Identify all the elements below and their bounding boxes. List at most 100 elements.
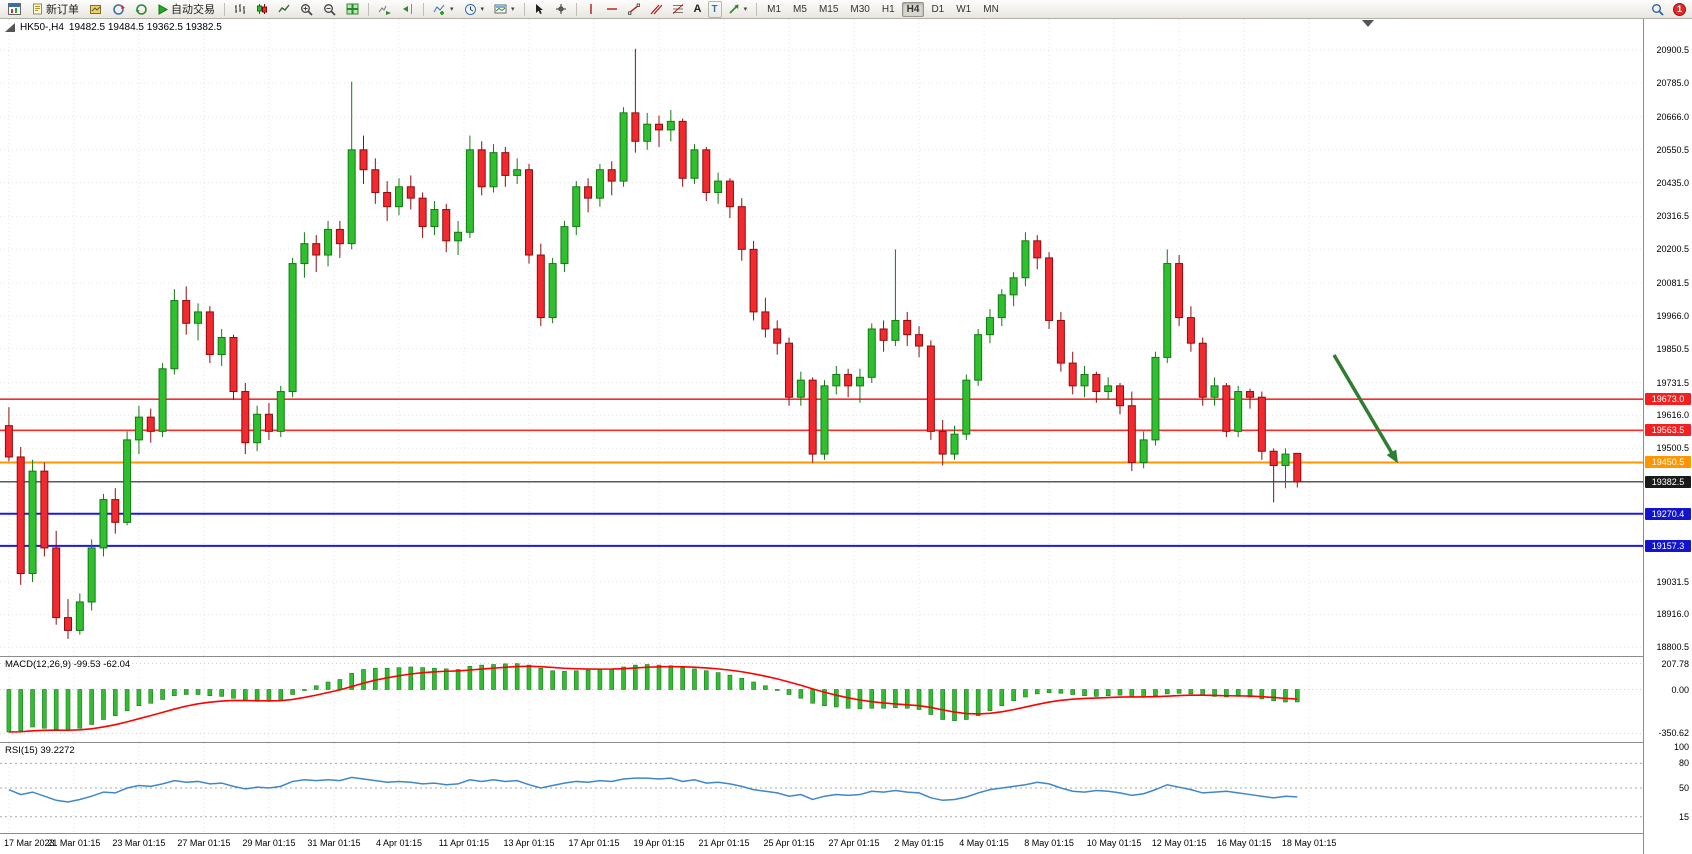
toolbar-separator (224, 2, 225, 16)
toolbar-separator (523, 2, 525, 16)
price-badge: 19157.3 (1645, 539, 1691, 552)
price-tick: 18800.5 (1656, 642, 1689, 653)
price-tick: 19731.5 (1656, 377, 1689, 388)
vertical-line-tool-button[interactable] (582, 1, 600, 18)
text-tool-button[interactable]: A (690, 1, 706, 18)
market-watch-button[interactable] (85, 1, 106, 18)
price-tick: 19966.0 (1656, 310, 1689, 321)
time-label: 4 Apr 01:15 (375, 838, 422, 848)
macd-panel[interactable]: MACD(12,26,9) -99.53 -62.04 (0, 657, 1643, 743)
timeframe-mn-button[interactable]: MN (983, 3, 999, 15)
fibonacci-tool-button[interactable] (668, 1, 688, 18)
refresh-button[interactable] (108, 1, 129, 18)
macd-canvas[interactable] (0, 657, 1643, 742)
new-order-button[interactable]: 新订单 (27, 1, 83, 18)
timeframe-d1-button[interactable]: D1 (931, 3, 945, 15)
timeframe-h1-button[interactable]: H1 (881, 3, 895, 15)
macd-scale-tick: 0.00 (1671, 684, 1689, 695)
price-tick: 19500.5 (1656, 443, 1689, 454)
price-tick: 20435.0 (1656, 177, 1689, 188)
price-tick: 20785.0 (1656, 77, 1689, 88)
candlestick-type-button[interactable] (252, 1, 272, 18)
plot-column: HK50-,H4 19482.5 19484.5 19362.5 19382.5… (0, 19, 1643, 854)
time-label: 2 May 01:15 (894, 838, 944, 848)
toolbar-separator (423, 2, 424, 16)
auto-trading-play-icon (158, 3, 168, 15)
rsi-panel[interactable]: RSI(15) 39.2272 (0, 743, 1643, 834)
line-chart-icon (278, 4, 290, 13)
arrows-tool-button[interactable]: ▾ (724, 1, 752, 18)
zoom-in-button[interactable] (296, 1, 317, 18)
channel-tool-button[interactable] (646, 1, 666, 18)
trendline-icon (627, 3, 640, 15)
label-tool-button[interactable]: T (707, 0, 722, 18)
label-tool-icon: T (711, 3, 718, 15)
chart-info-bar: HK50-,H4 19482.5 19484.5 19362.5 19382.5 (5, 22, 222, 33)
navigator-icon (135, 3, 147, 15)
timeframe-m5-button[interactable]: M5 (793, 3, 807, 15)
periods-button[interactable]: ▾ (460, 1, 489, 18)
toolbar-separator (756, 2, 758, 16)
timeframe-m30-button[interactable]: M30 (850, 3, 870, 15)
horizontal-line-tool-button[interactable] (602, 1, 622, 18)
time-label: 27 Mar 01:15 (177, 838, 231, 848)
rsi-scale-tick: 100 (1673, 742, 1689, 752)
rsi-canvas[interactable] (0, 743, 1643, 833)
time-label: 25 Apr 01:15 (763, 838, 815, 848)
tile-windows-button[interactable] (342, 1, 363, 18)
price-axis[interactable]: 20900.5 20785.0 20666.0 20550.5 20435.0 20316… (1643, 19, 1692, 854)
candlestick-icon (257, 4, 267, 14)
timeframe-h4-button[interactable]: H4 (901, 1, 925, 17)
time-label: 8 May 01:15 (1024, 838, 1074, 848)
auto-trading-button[interactable]: 自动交易 (154, 1, 219, 18)
indicators-icon (433, 4, 445, 15)
main-toolbar: 新订单 自动交易 ▾ ▾ (0, 0, 1692, 19)
trendline-tool-button[interactable] (624, 1, 644, 18)
auto-trading-label: 自动交易 (171, 4, 215, 16)
time-axis[interactable]: 17 Mar 2023 21 Mar 01:15 23 Mar 01:15 27 Ma… (0, 834, 1643, 854)
crosshair-tool-button[interactable] (551, 1, 571, 18)
auto-scroll-button[interactable] (374, 1, 395, 18)
zoom-out-button[interactable] (319, 1, 340, 18)
timeframe-m15-button[interactable]: M15 (818, 3, 839, 15)
main-chart-canvas[interactable] (0, 19, 1643, 656)
time-label: 12 May 01:15 (1151, 838, 1207, 848)
price-badge: 19270.4 (1645, 507, 1691, 520)
price-tick: 20081.5 (1656, 278, 1689, 289)
time-label: 21 Mar 01:15 (47, 838, 101, 848)
zoom-in-icon (301, 3, 313, 16)
time-label: 16 May 01:15 (1216, 838, 1272, 848)
timeframe-w1-button[interactable]: W1 (956, 3, 972, 15)
templates-button[interactable]: ▾ (490, 1, 519, 18)
price-tick: 18916.0 (1656, 609, 1689, 620)
time-label: 13 Apr 01:15 (503, 838, 555, 848)
timeframe-m1-button[interactable]: M1 (767, 3, 782, 15)
tile-windows-icon (346, 3, 359, 15)
line-chart-type-button[interactable] (274, 1, 294, 18)
indicators-button[interactable]: ▾ (429, 1, 458, 18)
chart-shift-icon (403, 4, 412, 14)
new-chart-button[interactable] (4, 1, 25, 18)
fibonacci-icon (672, 4, 683, 14)
vertical-line-icon (589, 4, 592, 14)
notification-badge[interactable]: 1 (1673, 2, 1686, 16)
horizontal-line-icon (606, 8, 617, 10)
rsi-scale-tick: 80 (1678, 758, 1689, 769)
chart-shift-button[interactable] (397, 1, 418, 18)
clock-icon (464, 3, 476, 15)
cursor-tool-button[interactable] (530, 1, 549, 18)
bar-chart-type-button[interactable] (230, 1, 250, 18)
search-button[interactable] (1647, 1, 1668, 18)
price-tick: 20666.0 (1656, 111, 1689, 122)
search-icon (1652, 3, 1664, 16)
crosshair-icon (555, 4, 566, 14)
rsi-scale-tick: 15 (1678, 811, 1689, 822)
navigator-button[interactable] (131, 1, 152, 18)
price-tick: 19616.0 (1656, 410, 1689, 421)
new-chart-icon (8, 3, 21, 15)
ohlc-values-label: 19482.5 19484.5 19362.5 19382.5 (68, 22, 222, 33)
price-badge: 19563.5 (1645, 424, 1691, 437)
price-badge: 19382.5 (1645, 475, 1691, 488)
price-tick: 20900.5 (1656, 45, 1689, 56)
main-chart-panel[interactable]: HK50-,H4 19482.5 19484.5 19362.5 19382.5 (0, 19, 1643, 657)
